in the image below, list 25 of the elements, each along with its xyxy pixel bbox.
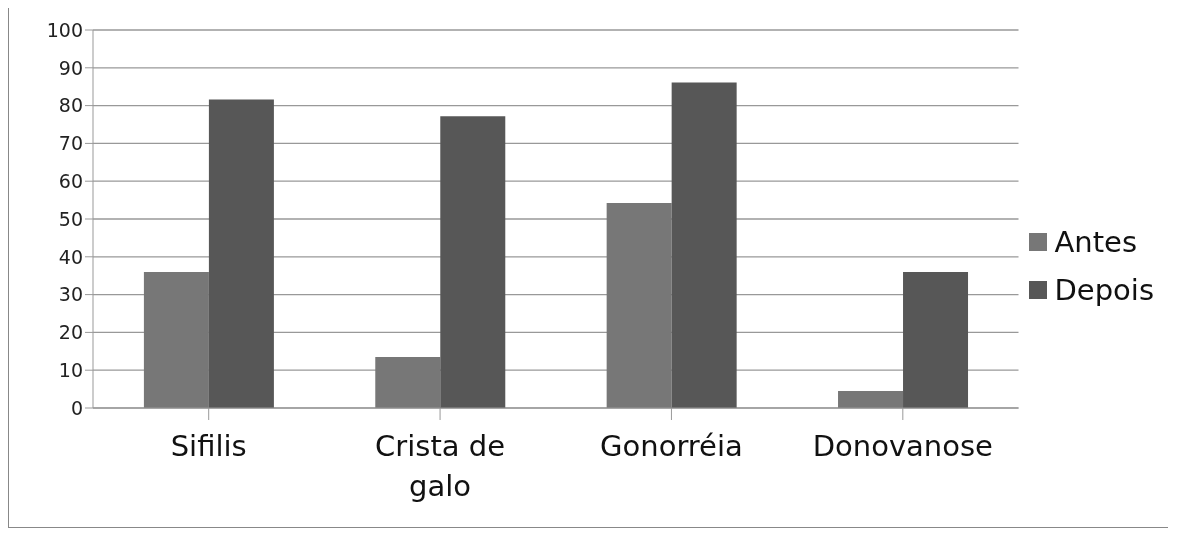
y-tick-label: 0 — [70, 396, 83, 419]
legend-label: Depois — [1054, 272, 1154, 307]
bar — [671, 82, 737, 408]
x-tick-label: Gonorréia — [600, 429, 743, 463]
x-tick-label: Donovanose — [812, 429, 993, 463]
legend-label: Antes — [1054, 224, 1138, 259]
bar — [143, 271, 209, 408]
y-tick-label: 70 — [58, 132, 83, 155]
bar — [606, 203, 672, 408]
y-tick-label: 100 — [46, 18, 83, 41]
bar — [375, 356, 441, 408]
y-tick-label: 60 — [58, 169, 83, 192]
y-tick-label: 90 — [58, 56, 83, 79]
y-tick-label: 30 — [58, 283, 83, 306]
y-tick-label: 10 — [58, 358, 83, 381]
y-tick-label: 80 — [58, 94, 83, 117]
bar — [208, 99, 274, 408]
bar — [838, 390, 904, 408]
y-tick-label: 20 — [58, 321, 83, 344]
bar — [903, 271, 969, 408]
x-tick-label: Sifilis — [170, 429, 247, 463]
y-tick-label: 40 — [58, 245, 83, 268]
x-tick-label: Crista de galo — [375, 429, 506, 503]
y-tick-label: 50 — [58, 207, 83, 230]
bar — [440, 116, 506, 408]
